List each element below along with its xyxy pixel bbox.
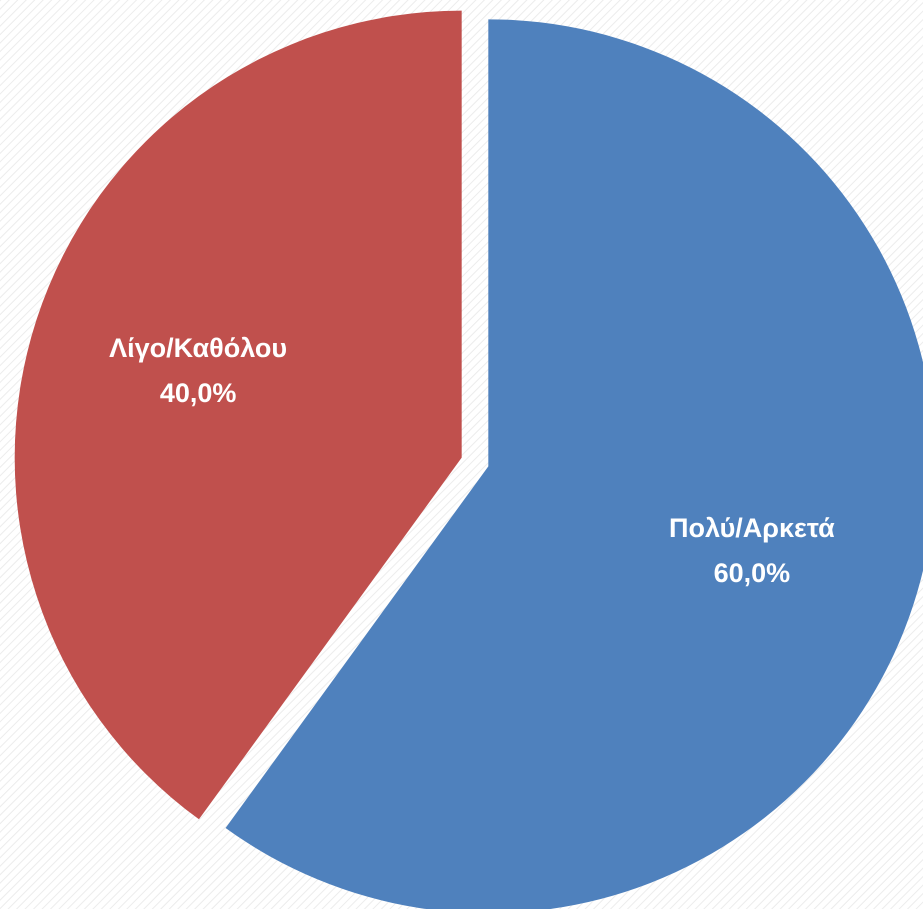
slice-name-label: Λίγο/Καθόλου (109, 333, 287, 363)
slice-name-label: Πολύ/Αρκετά (669, 513, 835, 543)
pie-slice (225, 19, 923, 909)
slice-value-label: 40,0% (160, 378, 237, 408)
pie-slice (14, 10, 462, 820)
slice-value-label: 60,0% (714, 558, 791, 588)
